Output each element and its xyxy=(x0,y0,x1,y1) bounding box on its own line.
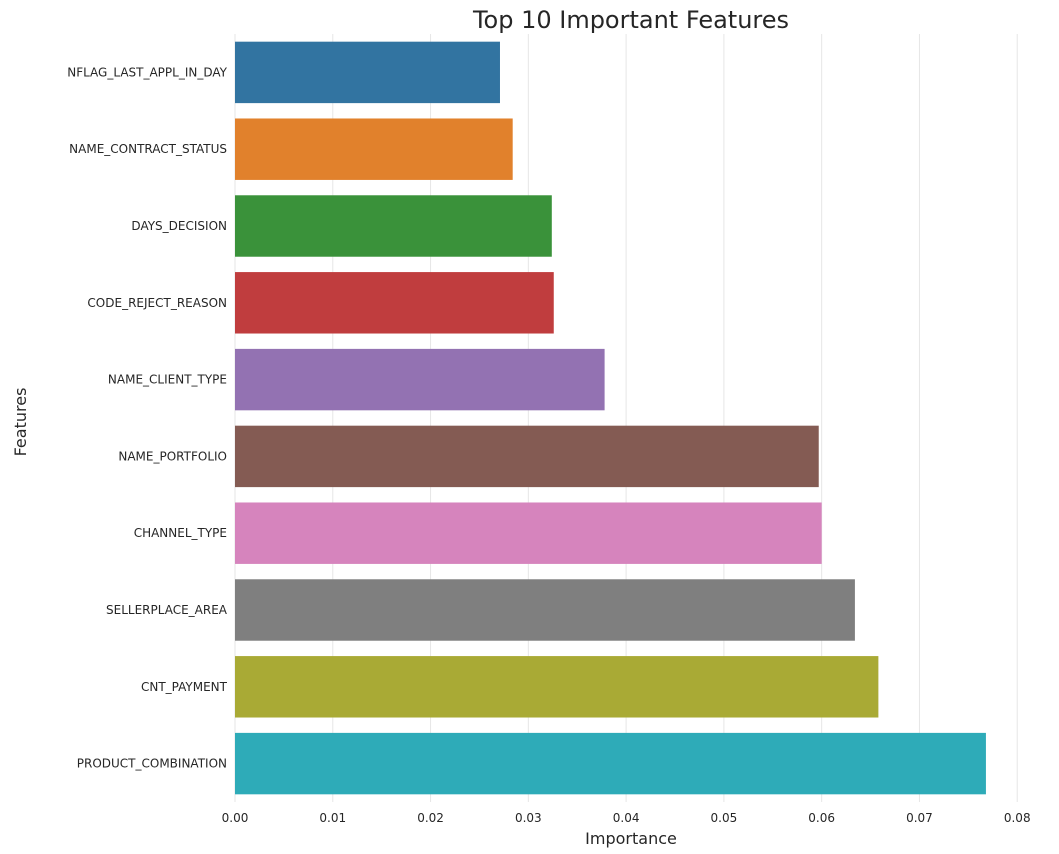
y-tick-labels: NFLAG_LAST_APPL_IN_DAY NAME_CONTRACT_STAT… xyxy=(67,65,228,770)
x-tick-label: 0.08 xyxy=(1004,811,1031,825)
y-tick-label: CHANNEL_TYPE xyxy=(134,526,227,540)
bar-product-combination xyxy=(235,732,986,795)
bars xyxy=(235,41,986,795)
x-tick-label: 0.06 xyxy=(808,811,835,825)
y-tick-label: CNT_PAYMENT xyxy=(141,680,228,694)
x-axis-label: Importance xyxy=(585,829,677,848)
y-tick-label: DAYS_DECISION xyxy=(131,219,227,233)
y-tick-label: CODE_REJECT_REASON xyxy=(87,296,227,310)
bar-channel-type xyxy=(235,502,822,564)
bar-name-contract-status xyxy=(235,118,513,180)
x-tick-label: 0.02 xyxy=(417,811,444,825)
x-tick-label: 0.05 xyxy=(711,811,738,825)
y-axis-label: Features xyxy=(11,388,30,457)
x-tick-label: 0.01 xyxy=(319,811,346,825)
bar-name-client-type xyxy=(235,348,605,411)
bar-cnt-payment xyxy=(235,656,879,718)
x-tick-label: 0.04 xyxy=(613,811,640,825)
x-tick-labels: 0.00 0.01 0.02 0.03 0.04 0.05 0.06 0.07 0.08 xyxy=(222,811,1031,825)
x-tick-label: 0.00 xyxy=(222,811,249,825)
bar-code-reject-reason xyxy=(235,272,554,334)
bar-sellerplace-area xyxy=(235,579,855,641)
bar-nflag-last-appl-in-day xyxy=(235,41,500,104)
y-tick-label: NAME_PORTFOLIO xyxy=(118,449,227,463)
chart-title: Top 10 Important Features xyxy=(472,6,789,34)
y-tick-label: NAME_CLIENT_TYPE xyxy=(108,373,227,387)
y-tick-label: NFLAG_LAST_APPL_IN_DAY xyxy=(67,65,227,79)
x-tick-label: 0.03 xyxy=(515,811,542,825)
y-tick-label: NAME_CONTRACT_STATUS xyxy=(69,142,227,156)
x-tick-label: 0.07 xyxy=(906,811,933,825)
bar-days-decision xyxy=(235,195,552,257)
y-tick-label: SELLERPLACE_AREA xyxy=(106,603,228,617)
bar-name-portfolio xyxy=(235,425,819,488)
y-tick-label: PRODUCT_COMBINATION xyxy=(77,757,227,771)
